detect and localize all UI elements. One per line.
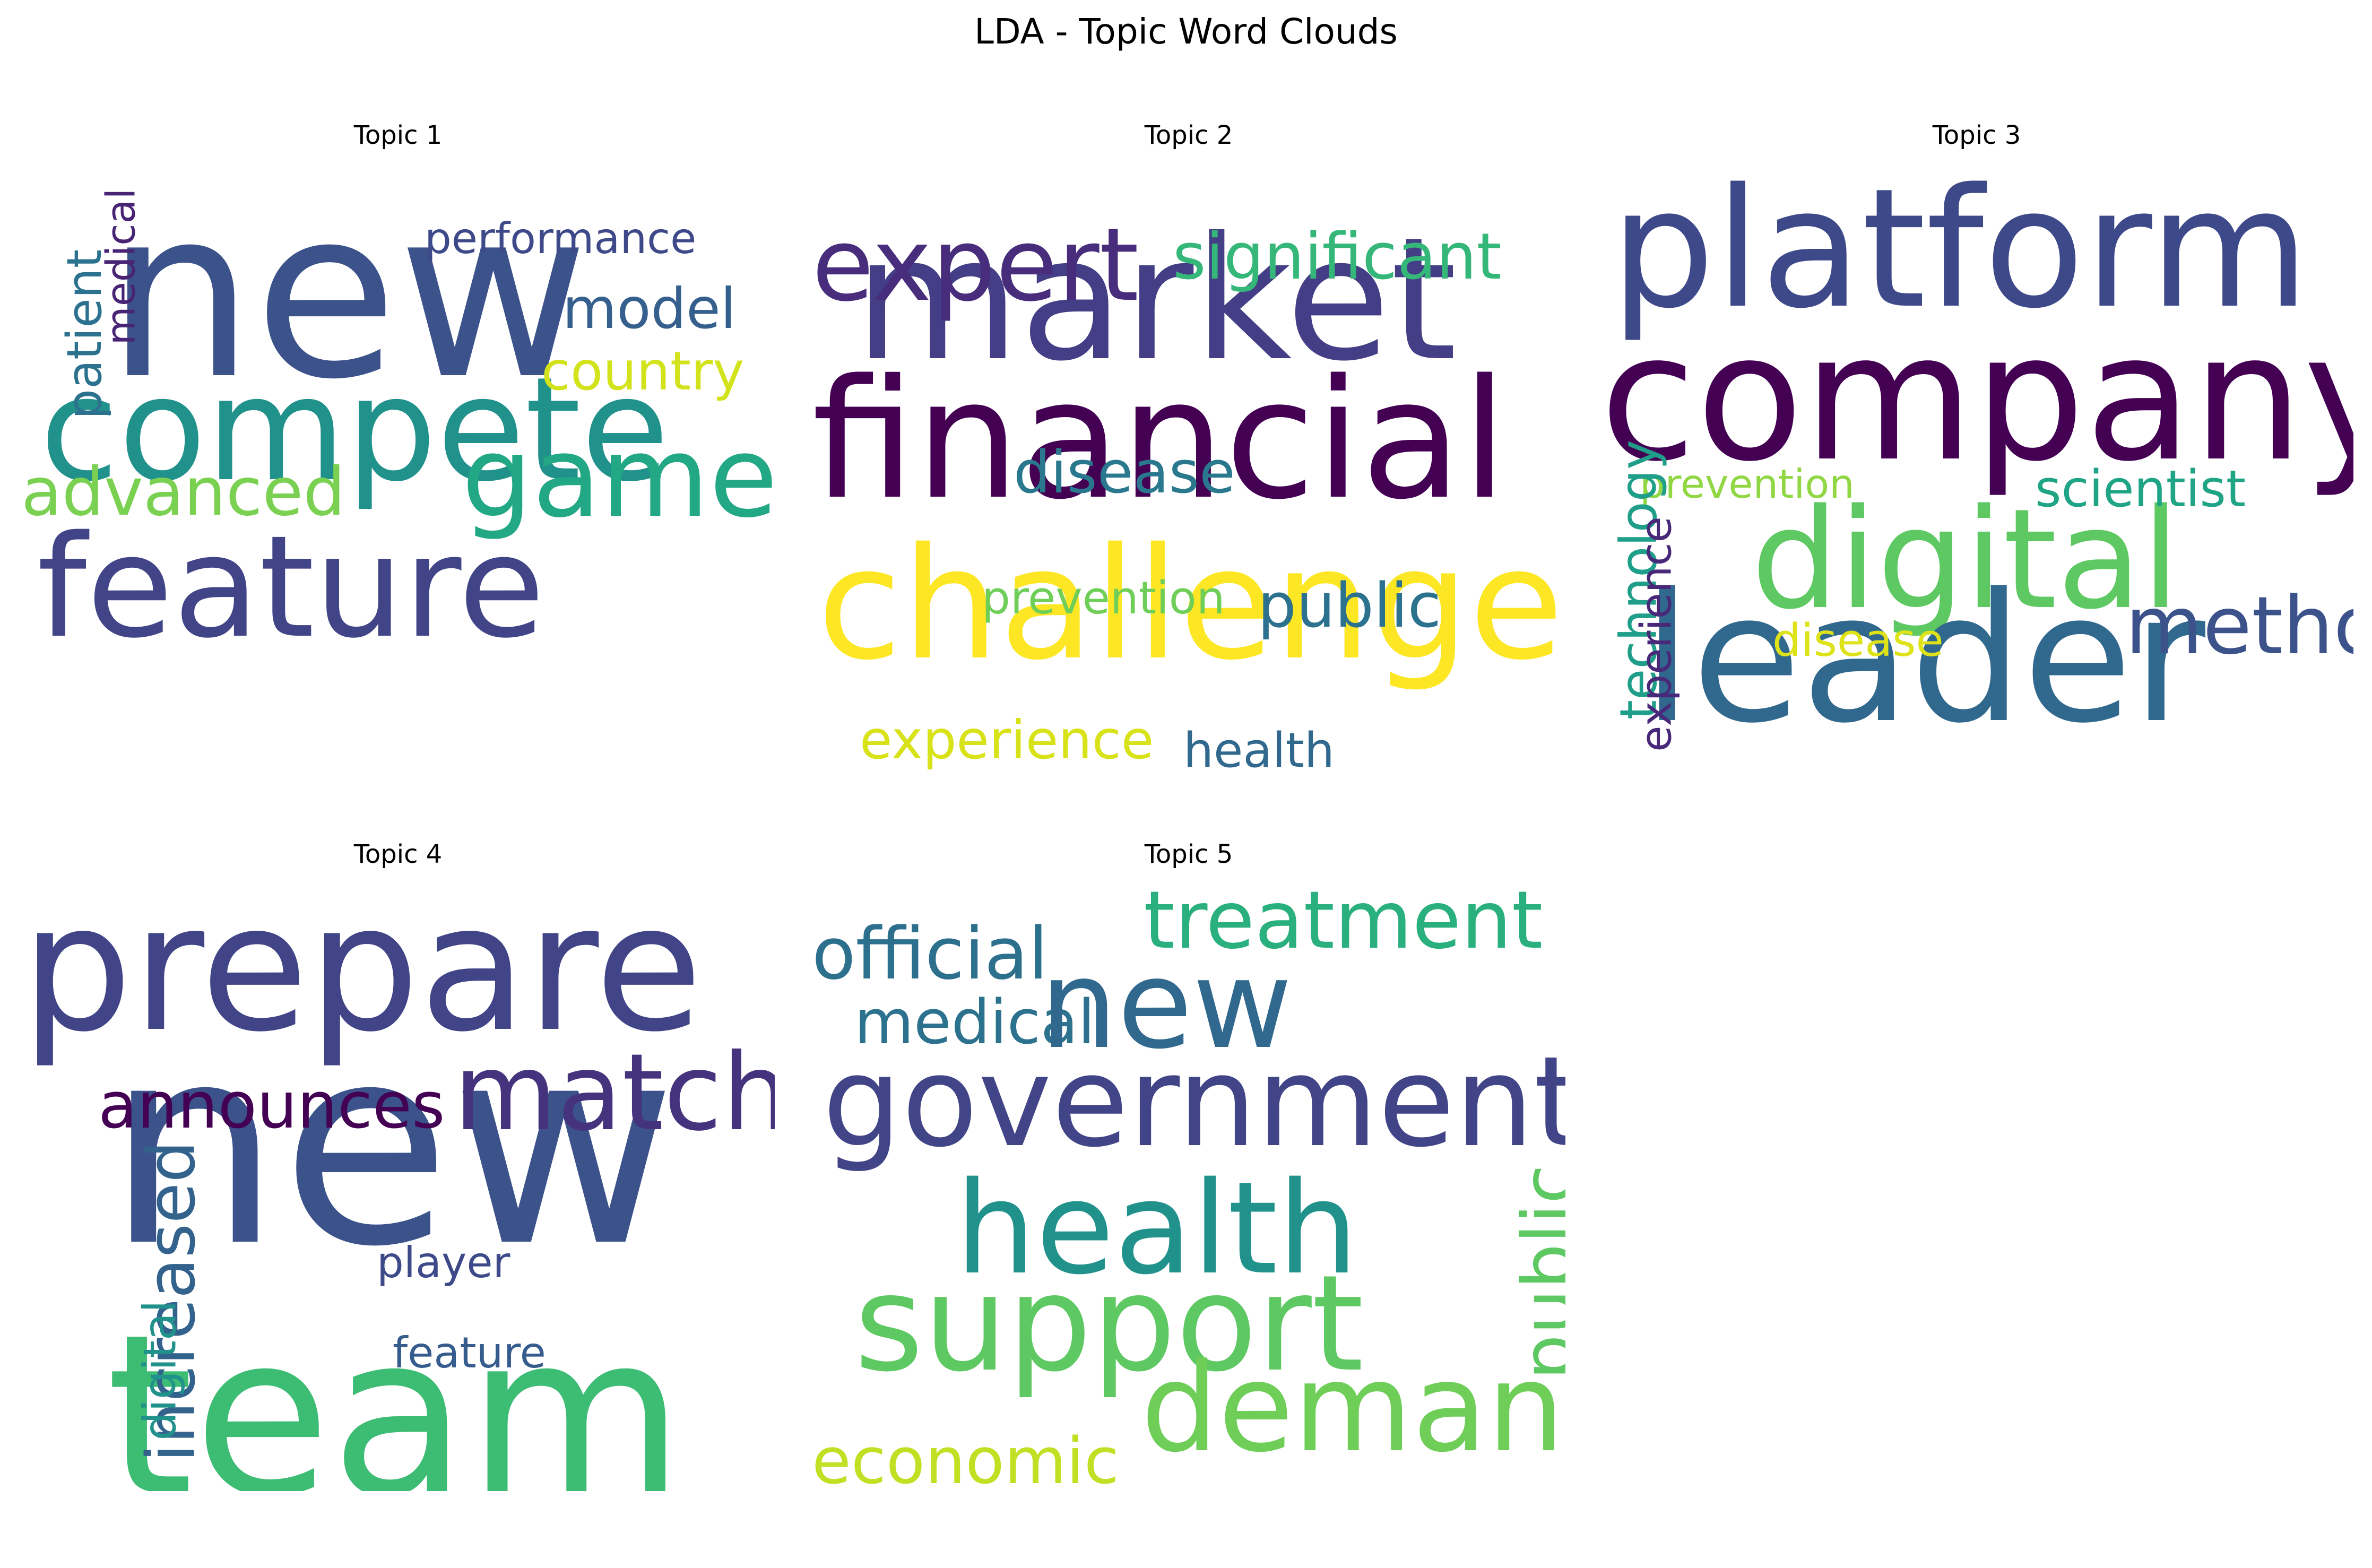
cloud-word: health — [955, 1154, 1358, 1303]
cloud-word: feature — [393, 1328, 546, 1378]
topic-panel-4: Topic 4 prepare new team match announces playe… — [21, 838, 775, 1491]
cloud-word: digital — [1751, 480, 2180, 640]
cloud-word: treatment — [1144, 876, 1543, 967]
cloud-word: challenge — [817, 515, 1564, 694]
cloud-word: new — [1040, 934, 1293, 1076]
cloud-word: experience — [1631, 516, 1681, 752]
cloud-word: country — [541, 340, 745, 402]
topic-panel-1: Topic 1 new compete feature game advanced mode… — [21, 119, 775, 772]
cloud-word: compete — [40, 346, 670, 513]
cloud-word: financial — [812, 344, 1508, 536]
cloud-word: performance — [425, 214, 697, 263]
cloud-word: leader — [1642, 556, 2205, 763]
panel-title: Topic 4 — [353, 839, 443, 869]
cloud-word: new — [106, 985, 677, 1307]
word-cloud: new compete feature game advanced model countr… — [21, 157, 775, 772]
cloud-word: public — [1507, 1164, 1565, 1380]
cloud-word: official — [812, 912, 1049, 995]
panel-title: Topic 2 — [1144, 120, 1233, 150]
topic-panel-5: Topic 5 treatment official medical new govern… — [812, 838, 1565, 1491]
panel-title: Topic 5 — [1144, 839, 1233, 869]
cloud-word: prepare — [21, 876, 703, 1070]
word-cloud: market financial challenge expert significan… — [812, 157, 1565, 773]
cloud-word: prevention — [982, 572, 1225, 625]
word-cloud: platformcompanydigitalleadermethod scient… — [1600, 157, 2353, 772]
cloud-word: medical — [854, 987, 1095, 1058]
cloud-word: model — [562, 276, 736, 341]
panel-title: Topic 1 — [353, 120, 443, 150]
cloud-word: game — [462, 412, 775, 542]
cloud-word: feature — [37, 506, 545, 669]
cloud-word: digital — [134, 1300, 187, 1441]
cloud-word: expert — [812, 206, 1139, 324]
cloud-word: announces — [98, 1069, 445, 1143]
word-cloud: prepare new team match announces player featur… — [21, 876, 775, 1491]
cloud-word: economic — [812, 1425, 1119, 1492]
cloud-word: platform — [1611, 157, 2310, 345]
cloud-word: company — [1600, 296, 2353, 500]
cloud-word: new — [106, 159, 589, 430]
cloud-word: method — [2125, 580, 2353, 672]
cloud-word: public — [1258, 570, 1442, 642]
cloud-word: government — [823, 1030, 1565, 1175]
cloud-word: demand — [1141, 1338, 1565, 1479]
cloud-word: disease — [1772, 614, 1944, 667]
cloud-word: market — [854, 201, 1457, 399]
panel-title: Topic 3 — [1932, 120, 2021, 150]
cloud-word: support — [854, 1246, 1364, 1401]
cloud-word: health — [1183, 723, 1335, 773]
cloud-word: match — [454, 1031, 775, 1155]
cloud-word: disease — [1014, 438, 1235, 506]
cloud-word: advanced — [21, 454, 345, 531]
cloud-word: team — [106, 1287, 685, 1492]
figure-title: LDA - Topic Word Clouds — [974, 11, 1398, 52]
cloud-word: player — [377, 1238, 510, 1287]
word-cloud: treatment official medical new government hea… — [812, 876, 1565, 1491]
cloud-word: experience — [860, 709, 1154, 771]
cloud-word: medical — [97, 188, 144, 345]
topic-panel-3: Topic 3 platformcompanydigitalleadermetho… — [1600, 119, 2353, 772]
topic-panel-2: Topic 2 market financial challenge expert sig… — [812, 119, 1565, 772]
cloud-word: prevention — [1640, 461, 1855, 507]
cloud-word: significant — [1173, 220, 1502, 294]
cloud-word: scientist — [2035, 460, 2246, 518]
